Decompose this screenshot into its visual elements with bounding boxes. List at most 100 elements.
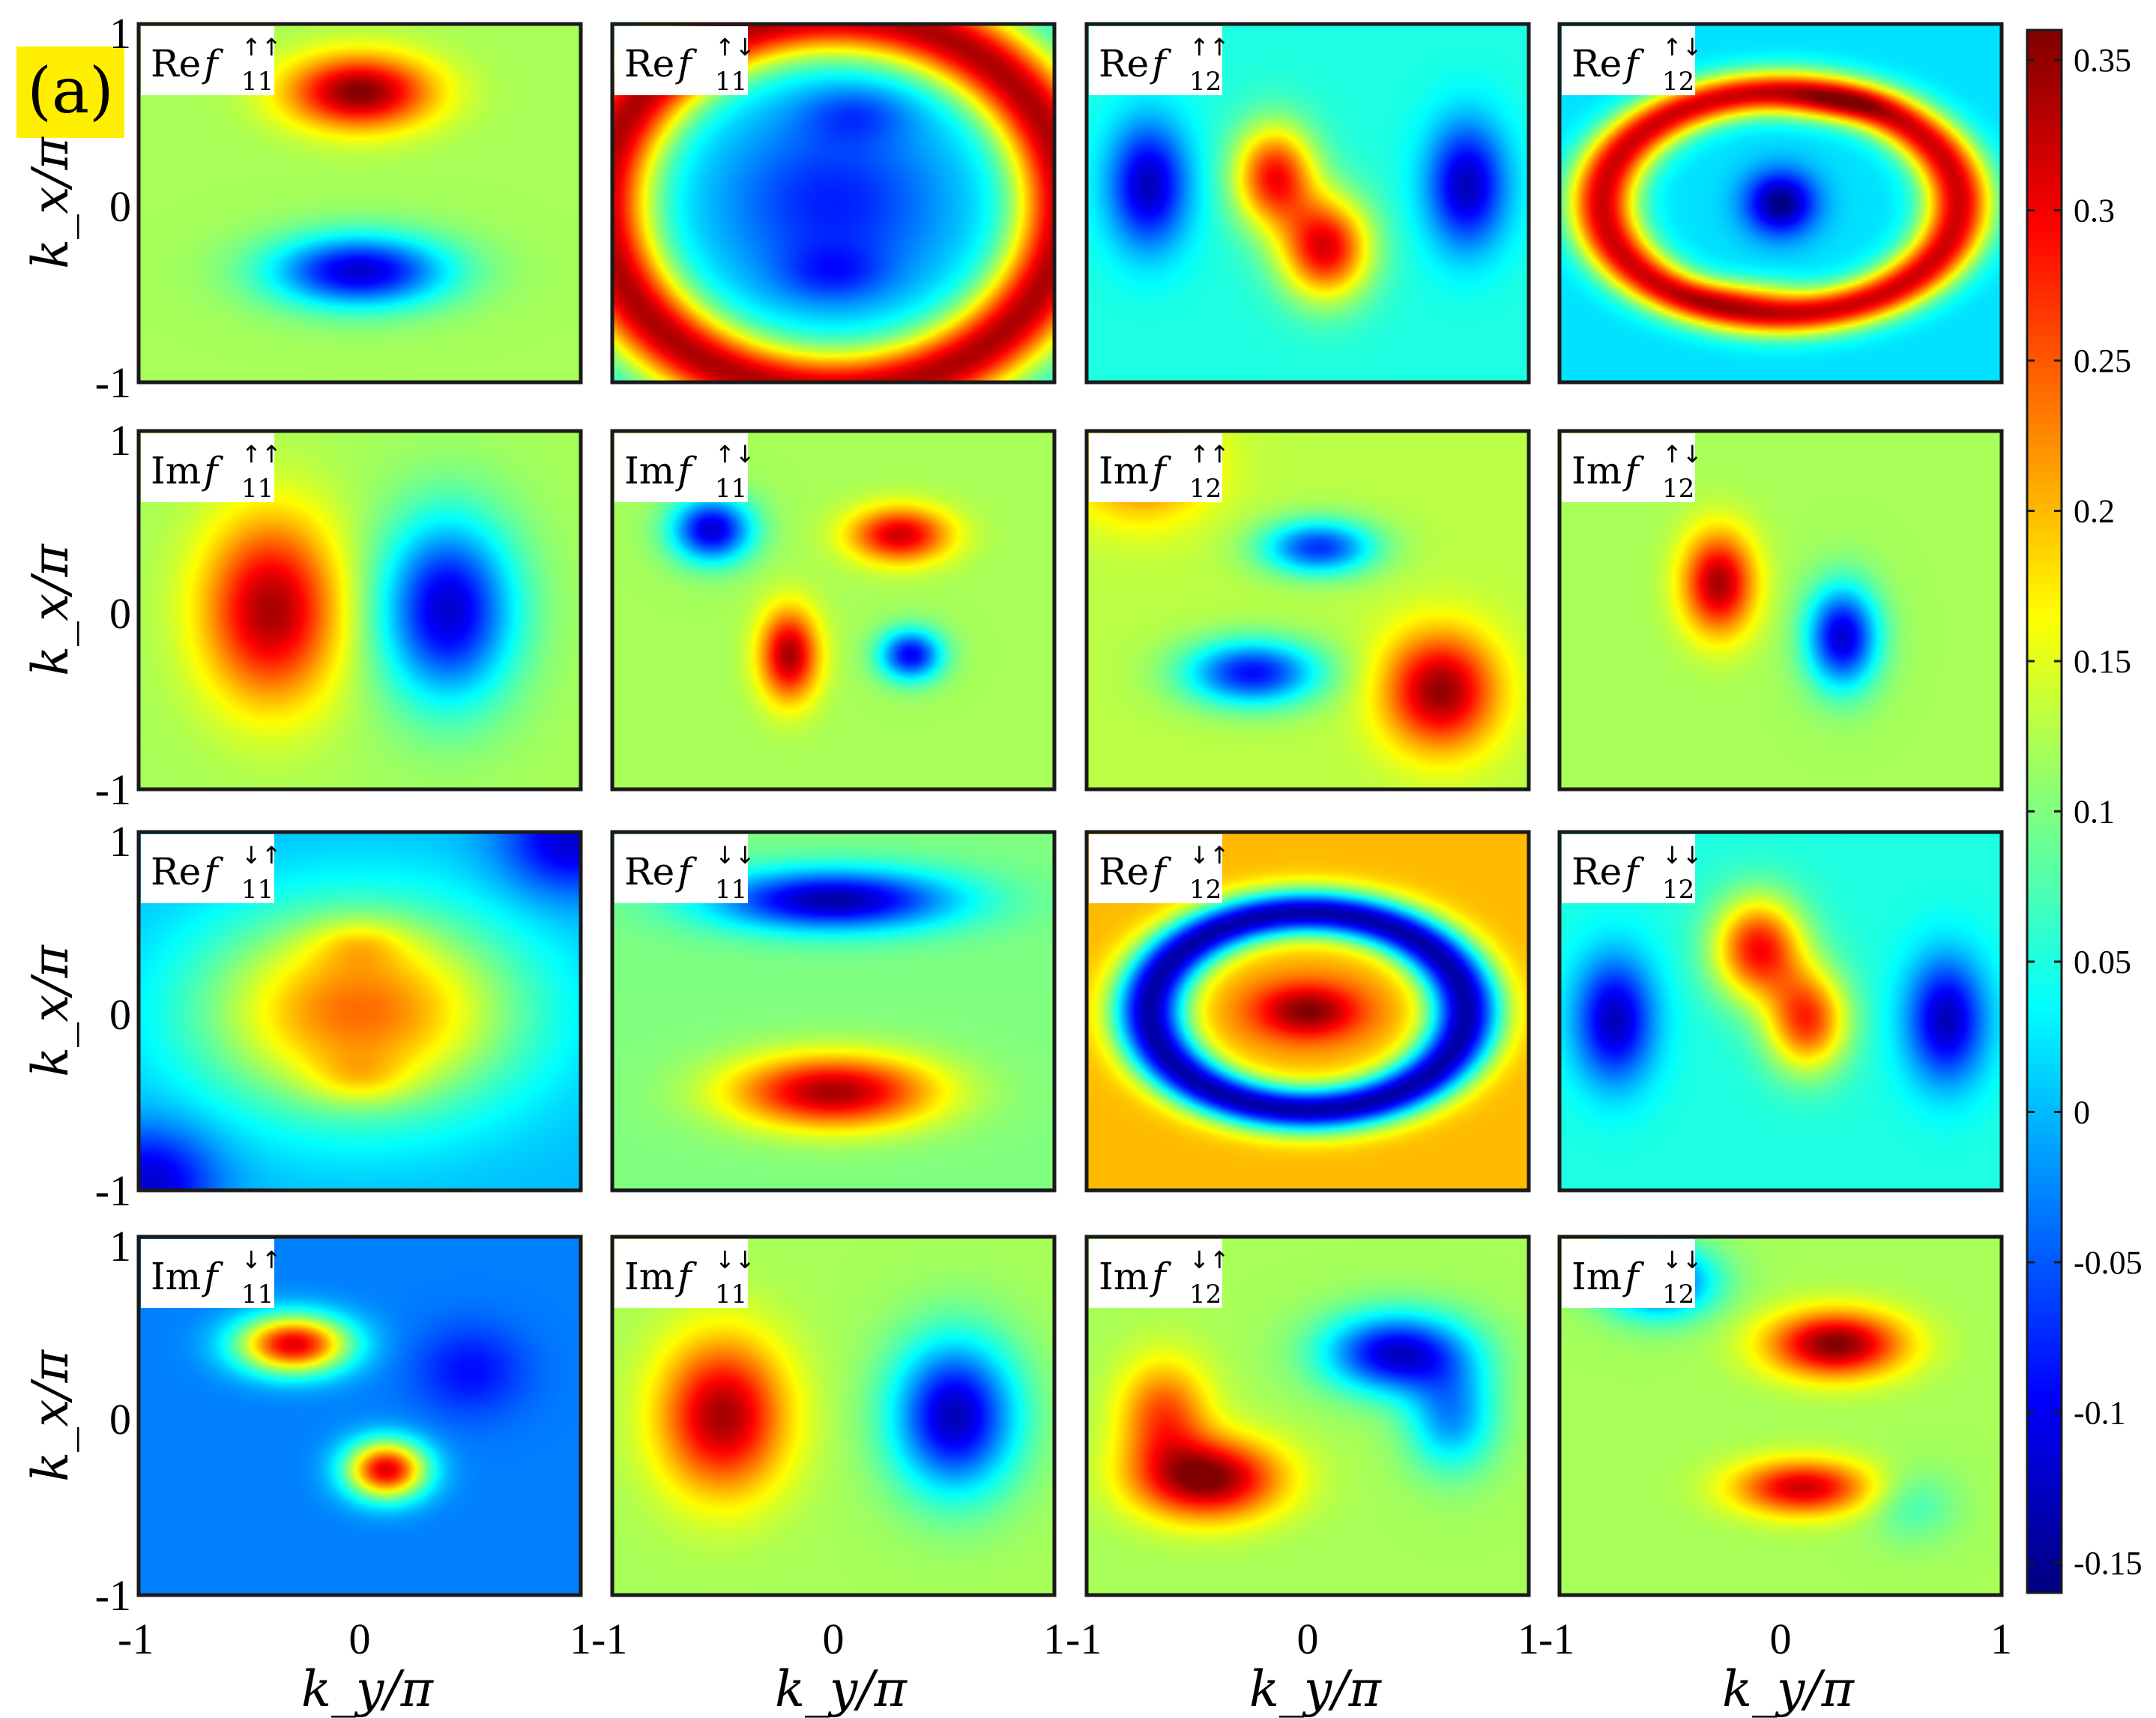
panel-title-subscript: 12	[1662, 474, 1694, 504]
x-tick-label: 1	[1043, 1615, 1065, 1663]
panel-title-subscript: 11	[715, 474, 747, 504]
y-tick-label: -1	[95, 765, 131, 814]
y-axis-label: k_x/π	[22, 1348, 79, 1481]
panel-title-box	[1562, 433, 1695, 502]
panel-title-box	[1089, 26, 1222, 95]
panel-title-superscript: ↓↓	[715, 841, 755, 869]
y-axis-label: k_x/π	[22, 136, 79, 268]
panel-title: Imf	[624, 1255, 697, 1298]
panel-frame	[136, 830, 583, 1193]
y-tick-label: -1	[95, 358, 131, 407]
y-tick-label: 0	[109, 990, 131, 1039]
panel-title-subscript: 12	[1189, 67, 1222, 97]
panel-title: Ref	[151, 42, 223, 85]
x-tick-label: -1	[118, 1615, 154, 1663]
panel-frame	[610, 429, 1057, 792]
panel-title: Imf	[151, 449, 223, 492]
y-tick-label: 1	[109, 817, 131, 866]
panel-title-superscript: ↑↓	[715, 440, 755, 468]
panel-title-box	[141, 1239, 274, 1308]
panel-title-subscript: 12	[1662, 67, 1694, 97]
panel-Ref12ud: Ref ↑↓ 12	[1557, 22, 2004, 385]
colorbar-tick-label: -0.15	[2074, 1545, 2143, 1582]
x-axis-label: k_y/π	[301, 1660, 435, 1718]
panel-frame	[610, 22, 1057, 385]
panel-title-subscript: 11	[715, 1280, 747, 1309]
y-tick-label: 1	[109, 416, 131, 465]
y-tick-label: -1	[95, 1571, 131, 1620]
panel-title-subscript: 12	[1189, 474, 1222, 504]
x-tick-label: 0	[823, 1615, 845, 1663]
panel-title-box	[615, 834, 748, 903]
panel-title-superscript: ↓↑	[241, 841, 282, 869]
panel-Imf11ud: Imf ↑↓ 11	[610, 429, 1057, 792]
panel-title: Imf	[1571, 1255, 1644, 1298]
panel-Ref12dd: Ref ↓↓ 12	[1557, 830, 2004, 1193]
colorbar-tick-label: -0.05	[2074, 1244, 2143, 1281]
x-tick-label: -1	[1066, 1615, 1102, 1663]
panel-title-box	[141, 834, 274, 903]
panel-frame	[136, 22, 583, 385]
y-tick-label: 0	[109, 1395, 131, 1444]
panel-Imf12du: Imf ↓↑ 12 -1 0 1 k_y/π	[1066, 1235, 1539, 1718]
panel-Imf11dd: Imf ↓↓ 11 -1 0 1 k_y/π	[591, 1235, 1065, 1718]
panel-title-box	[1562, 1239, 1695, 1308]
colorbar-tick-label: 0	[2074, 1094, 2090, 1130]
y-axis-label: k_x/π	[22, 543, 79, 675]
panel-title-box	[615, 1239, 748, 1308]
panel-title: Imf	[151, 1255, 223, 1298]
panel-Ref11dd: Ref ↓↓ 11	[610, 830, 1057, 1193]
panel-title-subscript: 12	[1662, 1280, 1694, 1309]
panel-title-superscript: ↓↑	[1189, 841, 1230, 869]
panel-title: Imf	[1571, 449, 1644, 492]
panel-frame	[610, 830, 1057, 1193]
panel-title: Ref	[624, 42, 697, 85]
x-tick-label: -1	[591, 1615, 627, 1663]
panel-Imf12ud: Imf ↑↓ 12	[1557, 429, 2004, 792]
panel-title-box	[615, 26, 748, 95]
panel-title: Ref	[1571, 42, 1644, 85]
colorbar-tick-label: 0.35	[2074, 42, 2131, 79]
panel-title-box	[1562, 26, 1695, 95]
x-tick-label: -1	[1539, 1615, 1574, 1663]
panel-title-superscript: ↓↓	[1662, 1246, 1703, 1274]
panel-title-box	[1089, 834, 1222, 903]
panel-title-box	[141, 26, 274, 95]
x-axis-label: k_y/π	[1249, 1660, 1383, 1718]
panel-Ref11ud: Ref ↑↓ 11	[610, 22, 1057, 385]
x-tick-label: 0	[349, 1615, 371, 1663]
panel-title-superscript: ↑↓	[1662, 440, 1703, 468]
panel-title-subscript: 11	[715, 67, 747, 97]
colorbar-tick-label: 0.25	[2074, 343, 2131, 379]
panel-frame	[136, 429, 583, 792]
colorbar: 0.35 0.3 0.25 0.2 0.15 0.1 0.05 0 -0.05 -0.1 -0.15	[2026, 28, 2143, 1594]
panel-title-superscript: ↓↑	[1189, 1246, 1230, 1274]
x-axis-label: k_y/π	[775, 1660, 908, 1718]
panel-frame	[1557, 429, 2004, 792]
panel-title-superscript: ↓↑	[241, 1246, 282, 1274]
panel-title-box	[1089, 1239, 1222, 1308]
y-tick-label: 1	[109, 9, 131, 58]
panel-frame	[1084, 429, 1531, 792]
x-tick-label: 1	[570, 1615, 591, 1663]
colorbar-tick-label: 0.2	[2074, 493, 2115, 530]
x-axis-label: k_y/π	[1722, 1660, 1855, 1718]
panel-title-superscript: ↑↓	[715, 33, 755, 61]
x-tick-label: 1	[1518, 1615, 1539, 1663]
panel-title-subscript: 12	[1189, 875, 1222, 905]
panel-title-superscript: ↓↓	[715, 1246, 755, 1274]
panel-title-subscript: 11	[241, 474, 274, 504]
x-tick-label: 1	[1990, 1615, 2012, 1663]
panel-title-box	[1089, 433, 1222, 502]
y-tick-label: -1	[95, 1166, 131, 1215]
colorbar-tick-label: 0.3	[2074, 193, 2115, 229]
panel-title: Ref	[151, 850, 223, 893]
panel-title-subscript: 11	[241, 67, 274, 97]
colorbar-tick-label: 0.15	[2074, 643, 2131, 680]
panel-frame	[1084, 22, 1531, 385]
panel-title: Imf	[624, 449, 697, 492]
colorbar-tick-label: -0.1	[2074, 1394, 2126, 1431]
